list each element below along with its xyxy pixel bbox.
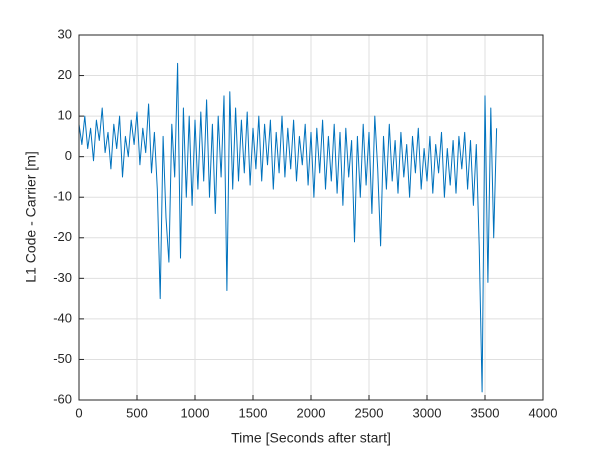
x-tick-label: 1000 xyxy=(181,405,210,420)
y-axis-label: L1 Code - Carrier [m] xyxy=(23,151,39,282)
axes-box xyxy=(78,34,544,401)
y-tick-label: -20 xyxy=(53,229,72,244)
x-tick-label: 3000 xyxy=(413,405,442,420)
x-axis-label: Time [Seconds after start] xyxy=(231,430,391,446)
x-tick-label: 3500 xyxy=(471,405,500,420)
data-line xyxy=(78,62,498,393)
x-tick-label: 2000 xyxy=(297,405,326,420)
x-tick-label: 0 xyxy=(75,405,82,420)
x-tick-label: 2500 xyxy=(355,405,384,420)
y-tick-label: -10 xyxy=(53,189,72,204)
x-tick-label: 500 xyxy=(126,405,148,420)
y-tick-label: -60 xyxy=(53,391,72,406)
x-tick-label: 4000 xyxy=(529,405,558,420)
y-tick-label: -50 xyxy=(53,351,72,366)
y-tick-label: 10 xyxy=(58,108,72,123)
y-tick-label: -40 xyxy=(53,310,72,325)
y-tick-label: 0 xyxy=(65,148,72,163)
y-tick-label: 20 xyxy=(58,67,72,82)
y-tick-label: 30 xyxy=(58,26,72,41)
x-tick-label: 1500 xyxy=(239,405,268,420)
y-tick-label: -30 xyxy=(53,270,72,285)
